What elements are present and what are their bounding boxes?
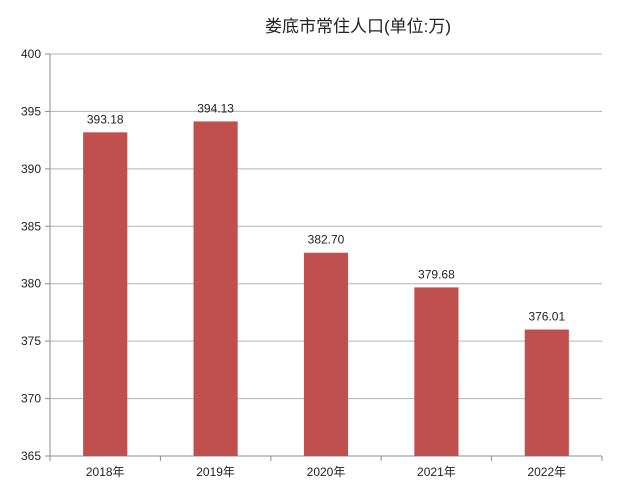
x-tick-label-4: 2022年 (527, 465, 566, 479)
data-label-4: 376.01 (528, 310, 565, 324)
x-tick-label-3: 2021年 (417, 465, 456, 479)
x-tick-label-2: 2020年 (307, 465, 346, 479)
data-label-2: 382.70 (308, 233, 345, 247)
y-tick-label-1: 370 (21, 392, 41, 406)
bar-2 (303, 252, 349, 456)
y-tick-label-6: 395 (21, 104, 41, 118)
x-tick-label-0: 2018年 (86, 465, 125, 479)
bar-1 (193, 121, 238, 456)
data-label-0: 393.18 (87, 112, 124, 126)
bar-3 (414, 287, 459, 456)
data-labels: 393.18 394.13 382.70 379.68 376.01 (87, 101, 566, 323)
x-tick-label-1: 2019年 (196, 465, 235, 479)
y-tick-label-2: 375 (21, 334, 41, 348)
data-label-3: 379.68 (418, 267, 455, 281)
y-tick-label-3: 380 (21, 277, 41, 291)
bar-4 (524, 329, 569, 456)
y-tick-label-0: 365 (21, 449, 41, 463)
y-tick-label-5: 390 (21, 162, 41, 176)
bar-0 (83, 132, 128, 456)
y-tick-label-7: 400 (21, 47, 41, 61)
data-label-1: 394.13 (197, 101, 234, 115)
axes: 365 370 375 380 385 390 395 400 2018年 2019年 2020年 2… (21, 47, 603, 479)
chart-title: 娄底市常住人口(单位:万) (265, 17, 451, 36)
y-tick-label-4: 385 (21, 219, 41, 233)
bars (83, 121, 569, 456)
